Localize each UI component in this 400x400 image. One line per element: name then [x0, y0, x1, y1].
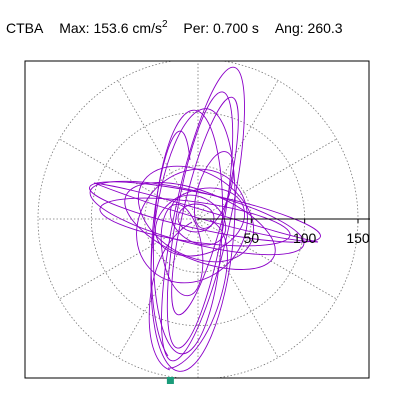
orbit-loop-10	[137, 165, 255, 263]
grid-spoke-330	[197, 218, 337, 300]
orbit-loop-13	[177, 203, 215, 233]
orbit-path-4	[148, 221, 193, 371]
orbit-loop-12	[169, 194, 227, 246]
orbit-loop-9	[124, 182, 276, 270]
per-value: 0.700 s	[213, 20, 259, 36]
orbit-loop-4	[171, 96, 239, 316]
chart-title: CTBA Max: 153.6 cm/s2 Per: 0.700 s Ang: …	[6, 19, 343, 37]
orbit-loop-15	[193, 151, 235, 229]
per-label: Per:	[183, 20, 210, 36]
tick-label-100: 100	[293, 230, 317, 246]
grid-spoke-120	[117, 80, 199, 220]
max-marker-group	[166, 376, 174, 384]
max-unit: cm/s2	[132, 19, 168, 37]
orbit-loop-16	[136, 168, 248, 284]
orbit-loop-14	[160, 203, 204, 297]
grid-spoke-300	[197, 218, 279, 358]
orbit-path-1	[93, 182, 319, 243]
max-value: 153.6	[93, 20, 129, 36]
ang-value: 260.3	[307, 20, 343, 36]
station-code: CTBA	[6, 20, 44, 36]
orbit-loop-11	[154, 187, 246, 257]
orbit-path-2	[150, 130, 191, 357]
grid-spoke-210	[59, 218, 199, 300]
tick-label-50: 50	[244, 230, 260, 246]
orbit-loop-6	[89, 180, 305, 256]
ang-label: Ang:	[274, 20, 304, 36]
max-label: Max:	[59, 20, 90, 36]
grid-spoke-60	[197, 80, 279, 220]
orbit-loop-8	[89, 181, 321, 243]
orbit-loop-2	[166, 91, 234, 349]
grid-spoke-150	[59, 138, 199, 220]
grid-spoke-30	[197, 138, 337, 220]
max-point-marker	[166, 376, 174, 384]
orbit-loop-1	[161, 66, 245, 362]
orbit-trace	[89, 66, 321, 372]
orbit-loop-3	[150, 108, 236, 372]
tick-label-150: 150	[346, 230, 370, 246]
grid-spoke-240	[117, 218, 199, 358]
orbit-path-3	[167, 219, 228, 369]
radial-ticks: 50 100 150	[244, 219, 370, 246]
